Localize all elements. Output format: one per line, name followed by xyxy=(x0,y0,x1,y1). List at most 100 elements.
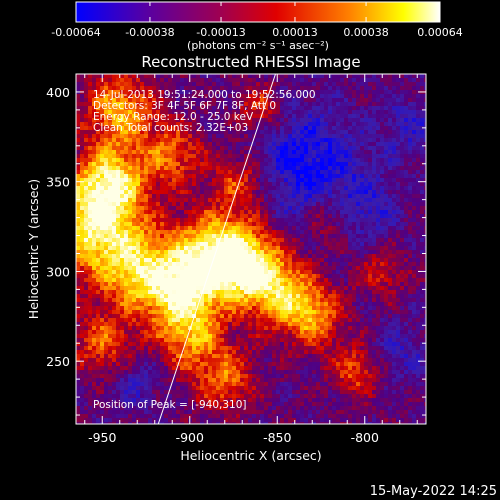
heatmap-cell xyxy=(280,278,285,283)
heatmap-cell xyxy=(248,142,253,147)
heatmap-cell xyxy=(252,298,257,303)
heatmap-cell xyxy=(136,206,141,211)
heatmap-cell xyxy=(116,274,121,279)
heatmap-cell xyxy=(292,142,297,147)
heatmap-cell xyxy=(284,294,289,299)
heatmap-cell xyxy=(376,142,381,147)
heatmap-cell xyxy=(124,90,129,95)
heatmap-cell xyxy=(124,242,129,247)
heatmap-cell xyxy=(292,162,297,167)
heatmap-cell xyxy=(372,158,377,163)
colorbar xyxy=(75,1,441,23)
heatmap-cell xyxy=(92,126,97,131)
heatmap-cell xyxy=(380,242,385,247)
heatmap-cell xyxy=(228,238,233,243)
heatmap-cell xyxy=(228,254,233,259)
heatmap-cell xyxy=(112,198,117,203)
heatmap-cell xyxy=(188,118,193,123)
heatmap-cell xyxy=(284,130,289,135)
heatmap-cell xyxy=(300,266,305,271)
heatmap-cell xyxy=(124,102,129,107)
heatmap-cell xyxy=(276,234,281,239)
heatmap-cell xyxy=(264,286,269,291)
heatmap-cell xyxy=(224,198,229,203)
heatmap-cell xyxy=(216,290,221,295)
heatmap-cell xyxy=(224,298,229,303)
heatmap-cell xyxy=(160,146,165,151)
heatmap-cell xyxy=(408,122,413,127)
heatmap-cell xyxy=(116,194,121,199)
heatmap-cell xyxy=(276,182,281,187)
heatmap-cell xyxy=(160,282,165,287)
heatmap-cell xyxy=(360,234,365,239)
heatmap-cell xyxy=(176,130,181,135)
heatmap-cell xyxy=(404,294,409,299)
heatmap-cell xyxy=(176,74,181,79)
heatmap-cell xyxy=(224,262,229,267)
heatmap-cell xyxy=(252,198,257,203)
heatmap-cell xyxy=(352,130,357,135)
heatmap-cell xyxy=(408,198,413,203)
heatmap-cell xyxy=(304,222,309,227)
heatmap-cell xyxy=(116,206,121,211)
heatmap-cell xyxy=(140,226,145,231)
heatmap-cell xyxy=(108,182,113,187)
heatmap-cell xyxy=(128,158,133,163)
heatmap-cell xyxy=(164,238,169,243)
heatmap-cell xyxy=(144,258,149,263)
heatmap-cell xyxy=(232,230,237,235)
heatmap-cell xyxy=(88,90,93,95)
heatmap-cell xyxy=(420,106,425,111)
heatmap-cell xyxy=(396,86,401,91)
heatmap-cell xyxy=(164,210,169,215)
heatmap-cell xyxy=(196,218,201,223)
heatmap-cell xyxy=(132,134,137,139)
heatmap-cell xyxy=(400,278,405,283)
heatmap-cell xyxy=(208,166,213,171)
heatmap-cell xyxy=(208,270,213,275)
heatmap-cell xyxy=(272,186,277,191)
heatmap-cell xyxy=(132,218,137,223)
heatmap-cell xyxy=(320,134,325,139)
heatmap-cell xyxy=(292,238,297,243)
heatmap-cell xyxy=(364,74,369,79)
heatmap-cell xyxy=(148,282,153,287)
heatmap-cell xyxy=(84,122,89,127)
heatmap-cell xyxy=(224,294,229,299)
heatmap-cell xyxy=(172,234,177,239)
heatmap-cell xyxy=(216,210,221,215)
heatmap-cell xyxy=(356,206,361,211)
heatmap-cell xyxy=(156,234,161,239)
heatmap-cell xyxy=(268,86,273,91)
heatmap-cell xyxy=(368,122,373,127)
heatmap-cell xyxy=(192,282,197,287)
heatmap-cell xyxy=(352,278,357,283)
heatmap-cell xyxy=(200,198,205,203)
heatmap-cell xyxy=(116,106,121,111)
heatmap-cell xyxy=(132,150,137,155)
heatmap-cell xyxy=(316,250,321,255)
heatmap-cell xyxy=(196,234,201,239)
heatmap-cell xyxy=(208,186,213,191)
heatmap-cell xyxy=(344,182,349,187)
heatmap-cell xyxy=(320,162,325,167)
heatmap-cell xyxy=(296,74,301,79)
heatmap-cell xyxy=(412,202,417,207)
heatmap-cell xyxy=(112,282,117,287)
heatmap-cell xyxy=(392,98,397,103)
heatmap-cell xyxy=(296,94,301,99)
heatmap-cell xyxy=(300,122,305,127)
heatmap-cell xyxy=(188,242,193,247)
heatmap-cell xyxy=(172,106,177,111)
heatmap-cell xyxy=(248,194,253,199)
heatmap-cell xyxy=(92,274,97,279)
heatmap-cell xyxy=(140,110,145,115)
heatmap-cell xyxy=(244,234,249,239)
heatmap-cell xyxy=(348,266,353,271)
heatmap-cell xyxy=(88,298,93,303)
heatmap-cell xyxy=(220,166,225,171)
heatmap-cell xyxy=(352,250,357,255)
heatmap-cell xyxy=(204,74,209,79)
heatmap-cell xyxy=(420,254,425,259)
heatmap-cell xyxy=(104,106,109,111)
